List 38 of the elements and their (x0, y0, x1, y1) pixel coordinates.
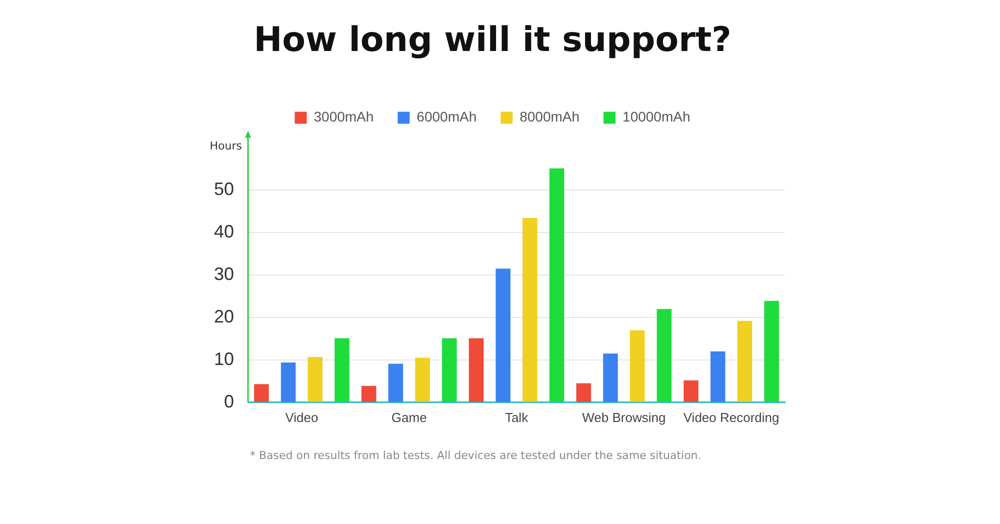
legend-label: 6000mAh (416, 108, 477, 125)
bar (442, 338, 457, 402)
x-tick-label: Game (391, 410, 427, 425)
bar (576, 383, 592, 402)
bar (468, 338, 484, 402)
y-tick-label: 50 (214, 178, 234, 199)
bar (684, 380, 698, 402)
bar (737, 320, 752, 402)
x-tick-label: Video Recording (683, 410, 780, 425)
bar (710, 351, 726, 402)
y-axis-title: Hours (210, 140, 242, 153)
chart-title: How long will it support? (254, 20, 732, 60)
y-tick-label: 20 (214, 306, 234, 326)
bar (549, 168, 564, 402)
y-tick-label: 40 (214, 221, 234, 242)
bar (415, 358, 430, 402)
bar (254, 384, 269, 402)
y-tick-label: 0 (224, 391, 234, 412)
y-tick-label: 30 (214, 264, 234, 284)
legend-label: 10000mAh (622, 108, 690, 125)
legend-label: 8000mAh (520, 108, 580, 125)
bar (656, 308, 672, 402)
bar (361, 386, 376, 402)
bar (522, 218, 538, 402)
y-tick-label: 10 (214, 348, 234, 369)
x-tick-label: Talk (504, 410, 529, 425)
x-tick-label: Web Browsing (582, 410, 666, 425)
bar (308, 356, 323, 402)
bar (496, 268, 510, 402)
bar (603, 354, 618, 402)
bar (630, 330, 645, 402)
text: * Based on results from lab tests. All devices are tested under the same situation. (250, 448, 702, 462)
bar (334, 338, 350, 402)
bar (764, 300, 779, 402)
bar (388, 364, 404, 402)
legend-label: 3000mAh (314, 108, 374, 125)
bar (280, 362, 296, 402)
x-tick-label: Video (285, 410, 318, 425)
